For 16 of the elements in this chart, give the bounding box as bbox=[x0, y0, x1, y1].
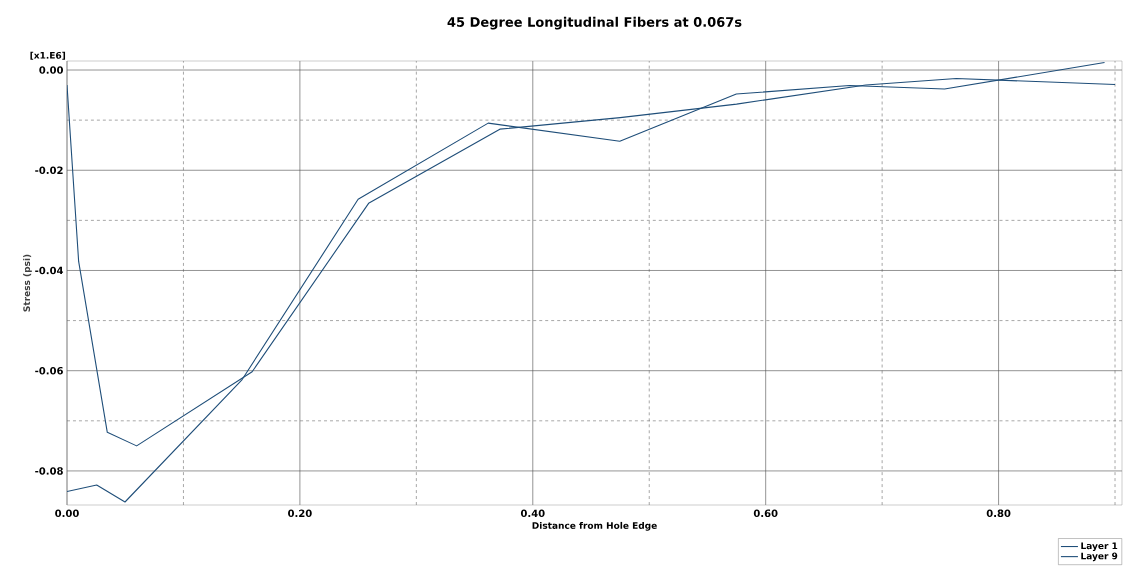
x-tick-label: 0.60 bbox=[753, 509, 778, 518]
x-axis-title: Distance from Hole Edge bbox=[532, 521, 657, 531]
text: [x1.E6] bbox=[30, 51, 66, 60]
y-tick-label: -0.04 bbox=[35, 266, 64, 275]
legend-label: Layer 1 bbox=[1081, 542, 1118, 551]
y-tick-label: 0.00 bbox=[39, 66, 64, 74]
y-axis-title: Stress (psi) bbox=[23, 254, 32, 312]
y-tick-label: -0.02 bbox=[35, 166, 63, 175]
legend-label: Layer 9 bbox=[1081, 552, 1118, 562]
x-tick-label: 0.00 bbox=[55, 509, 79, 518]
x-tick-label: 0.20 bbox=[288, 509, 312, 518]
y-tick-label: -0.06 bbox=[35, 366, 63, 375]
chart-title: 45 Degree Longitudinal Fibers at 0.067s bbox=[447, 16, 742, 30]
x-tick-label: 0.80 bbox=[986, 509, 1011, 518]
x-tick-label: 0.40 bbox=[520, 509, 545, 518]
y-tick-label: -0.08 bbox=[35, 467, 63, 475]
